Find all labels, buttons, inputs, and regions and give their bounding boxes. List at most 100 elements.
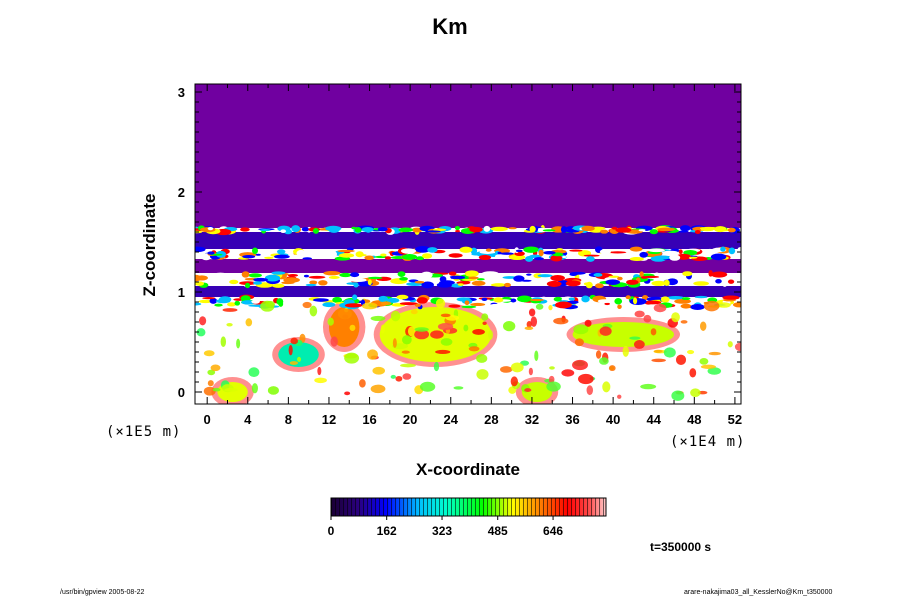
speckle-edge	[625, 295, 631, 300]
speckle-edge	[615, 227, 632, 233]
speckle-edge	[290, 254, 296, 259]
speckle-lower	[599, 326, 612, 336]
speckle-edge	[629, 246, 643, 252]
speckle-edge	[530, 298, 545, 302]
speckle-lower	[675, 354, 687, 366]
speckle-edge	[581, 225, 595, 232]
y-tick-label: 2	[178, 185, 185, 200]
speckle-edge	[464, 270, 479, 277]
speckle-edge	[469, 226, 483, 233]
speckle-lower	[633, 340, 645, 349]
speckle-edge	[330, 251, 337, 257]
speckle-edge	[351, 226, 356, 230]
speckle-edge	[639, 251, 648, 258]
x-tick-label: 24	[444, 412, 459, 427]
speckle-edge	[643, 300, 662, 305]
speckle-edge	[245, 282, 251, 289]
speckle-lower	[535, 303, 544, 310]
speckle-lower	[349, 324, 356, 331]
speckle-edge	[552, 252, 564, 257]
speckle-lower	[359, 379, 366, 388]
speckle-edge	[660, 296, 670, 303]
speckle-lower	[584, 319, 592, 327]
speckle-lower	[289, 361, 299, 366]
speckle-edge	[405, 273, 413, 278]
speckle-lower	[572, 359, 588, 371]
field-band-3	[195, 286, 741, 297]
speckle-edge	[720, 246, 726, 252]
speckle-edge	[503, 282, 511, 288]
speckle-lower	[703, 300, 720, 312]
speckle-edge	[272, 283, 285, 288]
speckle-edge	[722, 295, 740, 300]
speckle-edge	[626, 279, 639, 285]
speckle-lower	[407, 326, 415, 337]
speckle-edge	[728, 247, 736, 255]
speckle-edge	[339, 272, 352, 278]
speckle-edge	[543, 251, 556, 255]
y-axis-ticks: 0 1 2 3	[178, 85, 741, 400]
speckle-edge	[332, 296, 343, 304]
speckle-lower	[402, 335, 412, 345]
speckle-edge	[277, 225, 291, 232]
speckle-lower	[297, 356, 302, 362]
speckle-edge	[653, 255, 671, 260]
speckle-lower	[370, 384, 386, 394]
speckle-lower	[302, 301, 312, 309]
speckle-edge	[384, 256, 392, 260]
speckle-edge	[617, 276, 623, 281]
speckle-edge	[479, 250, 496, 254]
speckle-lower	[344, 352, 360, 364]
speckle-edge	[476, 278, 485, 281]
speckle-edge	[490, 226, 508, 232]
speckle-edge	[399, 276, 408, 281]
speckle-lower	[390, 310, 401, 322]
speckle-lower	[689, 368, 697, 378]
speckle-edge	[251, 247, 259, 255]
contour-field	[195, 84, 741, 404]
speckle-lower	[476, 369, 489, 380]
speckle-lower	[207, 369, 216, 376]
x-tick-label: 28	[484, 412, 498, 427]
speckle-edge	[638, 229, 646, 232]
speckle-edge	[421, 281, 434, 289]
speckle-edge	[274, 254, 290, 259]
speckle-edge	[195, 275, 208, 281]
speckle-edge	[264, 274, 281, 282]
speckle-edge	[649, 229, 658, 235]
speckle-edge	[569, 272, 578, 277]
speckle-lower	[586, 385, 594, 396]
speckle-edge	[399, 302, 418, 306]
speckle-lower	[651, 358, 666, 363]
speckle-edge	[280, 229, 287, 233]
speckle-lower	[401, 350, 410, 354]
speckle-edge	[276, 249, 286, 254]
speckle-edge	[568, 297, 576, 301]
speckle-edge	[482, 271, 499, 276]
footer-command: /usr/bin/gpview 2005-08-22	[60, 589, 145, 596]
field-cell-6	[572, 322, 675, 347]
speckle-edge	[488, 303, 504, 308]
speckle-edge	[202, 297, 216, 300]
speckle-edge	[323, 270, 341, 276]
speckle-lower	[574, 338, 584, 347]
speckle-edge	[679, 225, 691, 232]
speckle-lower	[453, 386, 464, 390]
x-tick-label: 44	[646, 412, 661, 427]
speckle-edge	[195, 246, 206, 253]
speckle-edge	[690, 303, 705, 311]
speckle-edge	[253, 281, 263, 285]
speckle-lower	[546, 381, 561, 392]
speckle-edge	[521, 279, 532, 282]
speckle-edge	[608, 251, 627, 254]
colorbar-tick-label: 485	[488, 524, 508, 538]
speckle-edge	[710, 271, 728, 278]
speckle-edge	[302, 257, 312, 260]
speckle-edge	[693, 281, 709, 286]
speckle-edge	[565, 280, 581, 287]
speckle-lower	[727, 341, 733, 348]
speckle-lower	[510, 376, 518, 387]
speckle-edge	[420, 271, 433, 279]
speckle-edge	[666, 295, 685, 300]
speckle-edge	[678, 249, 683, 255]
